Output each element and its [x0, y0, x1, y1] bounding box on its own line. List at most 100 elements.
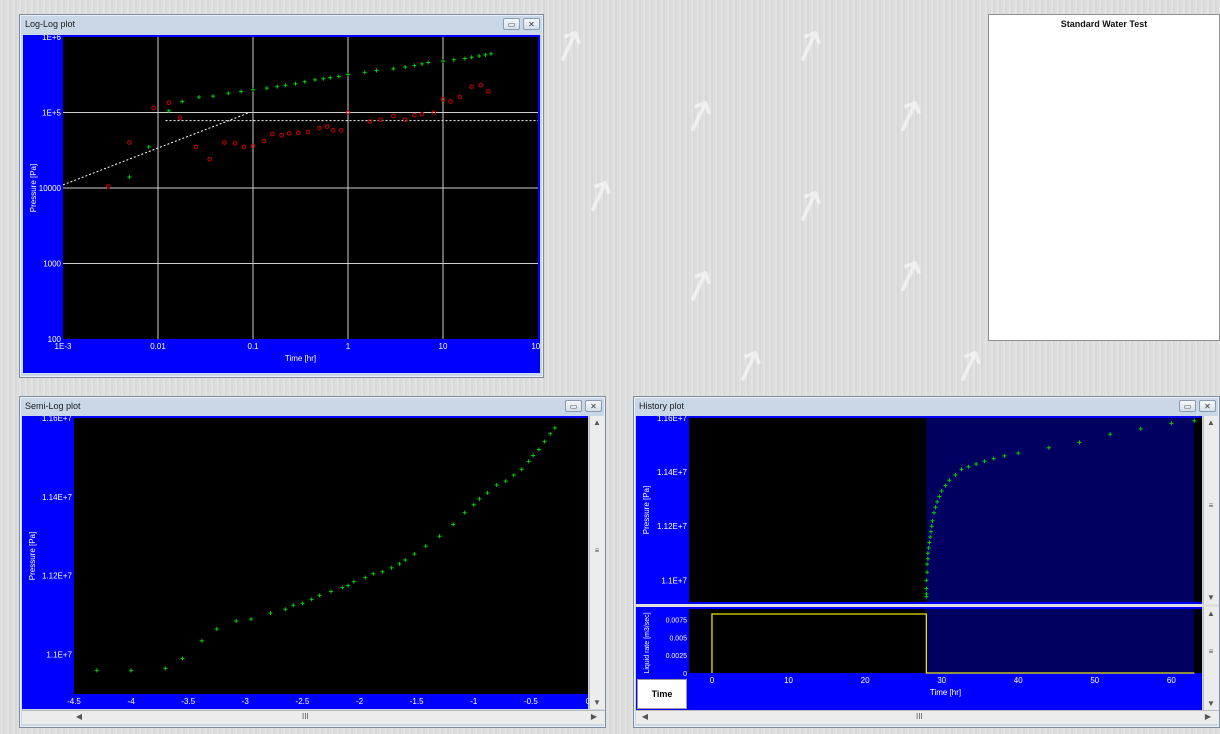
semilog-titlebar[interactable]: Semi-Log plot ▭ ✕ [20, 397, 605, 415]
restore-icon[interactable]: ▭ [565, 400, 582, 412]
close-icon[interactable]: ✕ [1199, 400, 1216, 412]
pressure-point [300, 601, 305, 606]
pressure-point [926, 545, 931, 550]
close-icon[interactable]: ✕ [523, 18, 540, 30]
window-title: History plot [639, 401, 685, 411]
pressure-point [180, 656, 185, 661]
watermark-logo: ↗ [672, 255, 725, 316]
scroll-left-icon[interactable]: ◀ [641, 712, 649, 721]
x-tick-label: -1 [470, 697, 478, 706]
y-tick-label: 1.14E+7 [657, 468, 688, 477]
unit-slope-line [62, 112, 249, 186]
y-tick-label: 0.005 [669, 635, 687, 642]
splitter[interactable] [636, 604, 1219, 607]
pressure-point [249, 617, 254, 622]
pressure-point [982, 459, 987, 464]
semilog-chart[interactable]: -4.5 -4 -3.5 -3 -2.5 -2 -1.5 -1 -0.5 0 1.1E+7 1.12E… [22, 414, 591, 717]
scroll-up-icon[interactable]: ▲ [1207, 609, 1215, 618]
x-tick-label: 100 [531, 342, 540, 351]
derivative-point [305, 129, 311, 135]
x-tick-label: 1 [346, 342, 351, 351]
history-titlebar[interactable]: History plot ▭ ✕ [634, 397, 1219, 415]
restore-icon[interactable]: ▭ [1179, 400, 1196, 412]
y-tick-label: 10000 [39, 184, 62, 193]
pressure-point [346, 72, 350, 77]
scroll-right-icon[interactable]: ▶ [1204, 712, 1212, 721]
watermark-logo: ↗ [722, 335, 775, 396]
pressure-point [924, 586, 929, 591]
y-tick-label: 1.14E+7 [42, 493, 73, 502]
derivative-point [127, 140, 132, 145]
pressure-point [403, 65, 408, 70]
pressure-point [264, 86, 269, 91]
y-tick-label: 0 [683, 671, 687, 678]
window-title: Semi-Log plot [25, 401, 81, 411]
pressure-point [340, 585, 345, 590]
pressure-point [548, 431, 553, 436]
pressure-point [925, 562, 930, 567]
pressure-point [403, 557, 408, 562]
scroll-right-icon[interactable]: ▶ [590, 712, 598, 721]
scroll-grip[interactable]: III [916, 712, 923, 721]
scroll-down-icon[interactable]: ▼ [1207, 593, 1215, 602]
vertical-scrollbar[interactable]: ▲ ≡ ▼ [1203, 416, 1219, 604]
close-icon[interactable]: ✕ [585, 400, 602, 412]
watermark-logo: ↗ [782, 175, 835, 236]
semilog-plot[interactable]: -4.5 -4 -3.5 -3 -2.5 -2 -1.5 -1 -0.5 0 1.1E+7 1.12E… [22, 414, 591, 717]
x-axis-label: Time [hr] [285, 354, 316, 363]
history-window[interactable]: History plot ▭ ✕ 1.1E+7 1.12E+7 1.14E+7 1.1… [633, 396, 1220, 728]
semilog-window[interactable]: Semi-Log plot ▭ ✕ -4.5 -4 -3.5 -3 -2.5 -2 -1.5… [19, 396, 606, 728]
pressure-point [363, 575, 368, 580]
pressure-point [1192, 418, 1197, 423]
loglog-chart[interactable]: 1E-3 0.01 0.1 1 10 100 100 1000 10000 1E+5 1E+6 Tim… [23, 33, 545, 373]
y-tick-label: 1.12E+7 [42, 572, 73, 581]
time-button[interactable]: Time [637, 679, 687, 709]
legend-title: Standard Water Test [1060, 19, 1148, 29]
pressure-point [937, 494, 942, 499]
pressure-point [268, 611, 273, 616]
scroll-grip-icon[interactable]: ≡ [1208, 647, 1214, 656]
x-tick-label: -2.5 [296, 697, 310, 706]
x-tick-label: 0.1 [247, 342, 259, 351]
y-tick-label: 1000 [43, 260, 61, 269]
pressure-point [924, 591, 929, 596]
derivative-point [478, 82, 484, 88]
history-pressure-plot[interactable]: 1.1E+7 1.12E+7 1.14E+7 1.16E+7 Pressure [Pa] [636, 414, 1202, 604]
pressure-point [196, 95, 201, 100]
pressure-point [531, 453, 536, 458]
history-rate-plot[interactable]: 0 0.0025 0.005 0.0075 0 10 20 30 40 50 60 Time [hr]… [636, 607, 1202, 710]
pressure-point [542, 439, 547, 444]
scroll-grip-icon[interactable]: ≡ [594, 546, 600, 555]
derivative-point [486, 89, 491, 94]
history-pressure-chart[interactable]: 1.1E+7 1.12E+7 1.14E+7 1.16E+7 Pressure [Pa] [636, 414, 1202, 604]
scroll-down-icon[interactable]: ▼ [1207, 699, 1215, 708]
horizontal-scrollbar[interactable]: ◀ III ▶ [22, 710, 605, 724]
scroll-up-icon[interactable]: ▲ [1207, 418, 1215, 427]
scroll-left-icon[interactable]: ◀ [75, 712, 83, 721]
pressure-point [928, 529, 933, 534]
watermark-logo: ↗ [942, 335, 995, 396]
scroll-grip-icon[interactable]: ≡ [1208, 501, 1214, 510]
restore-icon[interactable]: ▭ [503, 18, 520, 30]
pressure-point [924, 578, 929, 583]
pressure-point [321, 76, 326, 81]
history-rate-chart[interactable]: 0 0.0025 0.005 0.0075 0 10 20 30 40 50 60 Time [hr]… [636, 607, 1202, 710]
vertical-scrollbar[interactable]: ▲ ≡ ▼ [1203, 607, 1219, 710]
pressure-point [1046, 445, 1051, 450]
loglog-titlebar[interactable]: Log-Log plot ▭ ✕ [20, 15, 543, 33]
loglog-window[interactable]: Log-Log plot ▭ ✕ 1E-3 0.01 0.1 1 10 100 100 100… [19, 14, 545, 378]
derivative-point [177, 115, 183, 121]
horizontal-scrollbar[interactable]: ◀ III ▶ [636, 710, 1219, 724]
scroll-grip[interactable]: III [302, 712, 309, 721]
scroll-up-icon[interactable]: ▲ [593, 418, 601, 427]
pressure-point [932, 510, 937, 515]
scroll-down-icon[interactable]: ▼ [593, 698, 601, 707]
pressure-point [519, 467, 524, 472]
time-button-label: Time [651, 689, 673, 699]
pressure-point [129, 668, 134, 673]
loglog-plot[interactable]: 1E-3 0.01 0.1 1 10 100 100 1000 10000 1E+5 1E+6 Tim… [23, 33, 545, 373]
x-tick-label: -4.5 [67, 697, 81, 706]
pressure-point [959, 467, 964, 472]
pressure-point [494, 483, 499, 488]
vertical-scrollbar[interactable]: ▲ ≡ ▼ [589, 416, 605, 709]
